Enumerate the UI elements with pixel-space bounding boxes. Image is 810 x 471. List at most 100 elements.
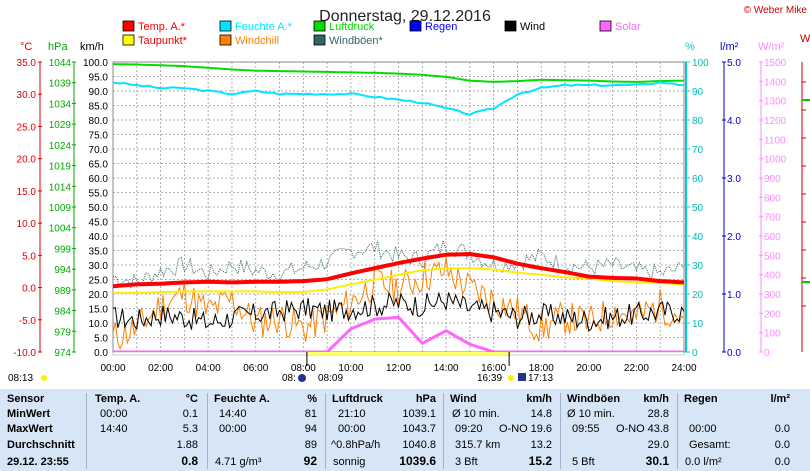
sunrise-icon xyxy=(41,375,47,381)
humidity-tick-label: 60 xyxy=(692,174,704,185)
time-tick-label: 08:00 xyxy=(291,363,316,374)
pressure-current: 1039.6 xyxy=(399,454,436,468)
wind-unit-label: km/h xyxy=(80,41,104,53)
sunrise-time: 08:13 xyxy=(8,373,33,384)
wind-avg: 13.2 xyxy=(530,439,552,451)
wind-distance: 315.7 km xyxy=(455,439,501,451)
moonset-icon xyxy=(518,373,526,381)
solar-tick-label: 1200 xyxy=(764,116,787,127)
rain-max: 0.0 xyxy=(774,423,790,435)
rain-total: 0.0 xyxy=(774,439,790,451)
table-separator xyxy=(86,393,87,469)
header-temp: Temp. A. xyxy=(95,393,141,405)
gust-max: 43.8 xyxy=(647,423,669,435)
solar-tick-label: 1100 xyxy=(764,135,786,146)
axis-unit-labels: °C hPa km/h% l/m² W/m² W xyxy=(20,33,810,53)
humidity-tick-label: 90 xyxy=(692,87,704,98)
sun-moon-bar: 08:13 08: 08:09 16:39 17:13 xyxy=(8,351,685,384)
pressure-tick-label: 979 xyxy=(54,327,71,338)
wind-tick-label: 45.0 xyxy=(89,218,109,229)
wind-max-time: 09:20 xyxy=(455,423,483,435)
humidity-absolute: 4.71 g/m³ xyxy=(215,456,262,468)
legend-swatch xyxy=(313,34,326,46)
header-rain: Regen xyxy=(684,393,718,405)
pressure-tick-label: 989 xyxy=(54,286,71,297)
time-tick-label: 02:00 xyxy=(148,363,173,374)
pressure-unit-label: hPa xyxy=(48,41,68,53)
solar-tick-label: 1300 xyxy=(764,97,787,108)
temp-current: 0.8 xyxy=(181,454,198,468)
weather-chart: Donnerstag, 29.12.2016 © Weber Mike Temp… xyxy=(8,5,810,384)
sunset-time: 16:39 xyxy=(477,373,502,384)
solar-tick-label: 500 xyxy=(764,251,781,262)
temp-unit-label: °C xyxy=(20,41,32,53)
credit-text: © Weber Mike xyxy=(744,5,808,16)
table-separator xyxy=(207,393,208,469)
cutoff-unit-label: W xyxy=(800,33,810,45)
time-tick-label: 16:00 xyxy=(481,363,506,374)
solar-tick-label: 800 xyxy=(764,193,781,204)
gust-max-time: 09:55 xyxy=(572,423,600,435)
time-tick-label: 10:00 xyxy=(338,363,363,374)
temperature-line xyxy=(112,251,685,289)
temp-tick-label: -10.0 xyxy=(13,348,36,359)
temp-tick-label: 0.0 xyxy=(22,284,36,295)
header-temp-unit: °C xyxy=(185,393,198,405)
wind-tick-label: 25.0 xyxy=(89,276,109,287)
wind-tick-label: 30.0 xyxy=(89,261,109,272)
humidity-tick-label: 70 xyxy=(692,145,704,156)
rain-tick-label: 0.0 xyxy=(727,348,741,359)
legend-label: Regen xyxy=(425,21,457,33)
table-separator xyxy=(443,393,444,469)
pressure-tick-label: 1029 xyxy=(49,120,72,131)
temp-tick-label: 30.0 xyxy=(17,90,37,101)
pressure-tick-label: 1009 xyxy=(49,203,72,214)
time-tick-label: 22:00 xyxy=(624,363,649,374)
wind-tick-label: 60.0 xyxy=(89,174,109,185)
rain-tick-label: 2.0 xyxy=(727,232,741,243)
wind-avg-10min: 14.8 xyxy=(530,408,552,420)
legend-label: Windböen* xyxy=(329,35,384,47)
table-separator xyxy=(677,393,678,469)
header-pressure: Luftdruck xyxy=(332,393,383,405)
legend-label: Wind xyxy=(520,21,545,33)
humidity-tick-label: 80 xyxy=(692,116,704,127)
moonrise-icon xyxy=(298,374,306,382)
pressure-tick-label: 1019 xyxy=(49,162,72,173)
rain-unit-label: l/m² xyxy=(720,41,739,53)
moonrise-time: 08:09 xyxy=(318,373,343,384)
solar-tick-label: 900 xyxy=(764,174,781,185)
solar-tick-label: 600 xyxy=(764,232,781,243)
temp-tick-label: 35.0 xyxy=(17,58,37,69)
row-label-min: MinWert xyxy=(7,408,51,420)
solar-tick-label: 400 xyxy=(764,271,781,282)
gust-avg: 29.0 xyxy=(647,439,669,451)
legend-label: Taupunkt* xyxy=(138,35,188,47)
wind-beaufort: 3 Bft xyxy=(455,456,478,468)
humidity-line xyxy=(112,81,685,116)
solar-tick-label: 200 xyxy=(764,309,781,320)
row-label-avg: Durchschnitt xyxy=(7,439,75,451)
pressure-max: 1043.7 xyxy=(402,423,436,435)
legend-label: Windchill xyxy=(235,35,279,47)
pressure-min-time: 21:10 xyxy=(338,408,366,420)
header-sensor: Sensor xyxy=(7,393,45,405)
temp-tick-label: 5.0 xyxy=(22,251,36,262)
solar-unit-label: W/m² xyxy=(758,41,785,53)
wind-tick-label: 0.0 xyxy=(94,348,108,359)
gust-current: 30.1 xyxy=(645,454,669,468)
wind-tick-label: 70.0 xyxy=(89,145,109,156)
header-gust: Windböen xyxy=(567,393,621,405)
table-separator xyxy=(325,393,326,469)
legend-swatch xyxy=(219,20,232,32)
temp-max-time: 14:40 xyxy=(100,423,128,435)
legend-swatch xyxy=(219,34,232,46)
sunrise-prefix: 08: xyxy=(282,373,296,384)
legend-swatch xyxy=(599,20,612,32)
wind-tick-label: 90.0 xyxy=(89,87,109,98)
solar-tick-label: 1400 xyxy=(764,77,787,88)
wind-avg-label: Ø 10 min. xyxy=(452,408,500,420)
wind-tick-label: 55.0 xyxy=(89,189,109,200)
humidity-tick-label: 30 xyxy=(692,261,704,272)
sunset-icon xyxy=(508,375,514,381)
